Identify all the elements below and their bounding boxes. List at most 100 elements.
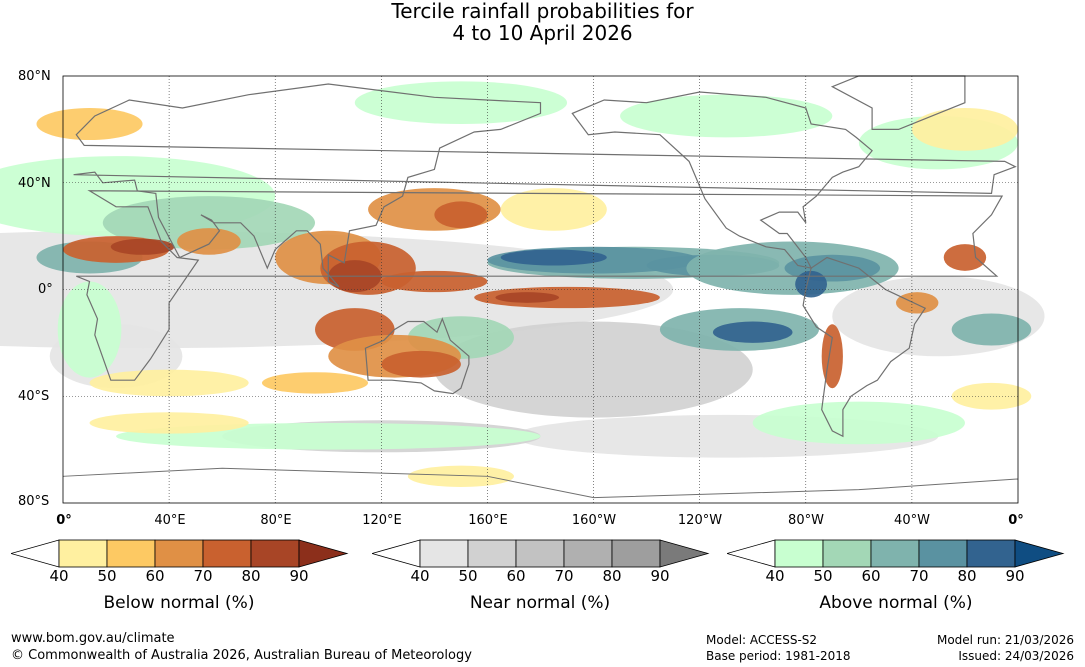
legend-swatch [250,539,300,568]
legend-arrow-high [298,539,349,568]
legend-swatch [467,539,517,568]
probability-area-below [36,108,143,141]
legend-bar-above [727,539,1067,569]
legend-swatch [563,539,613,568]
probability-area-above [795,270,827,298]
coastline-north-america [571,91,873,269]
legend-tick-label: 70 [193,567,213,585]
legend-swatch [870,539,920,568]
legend-tick-label: 80 [602,567,622,585]
lon-label-120e: 120°E [362,513,402,528]
probability-area-above [752,401,965,445]
lat-label-40n: 40°N [18,176,51,191]
coastline-south-america [802,256,927,438]
probability-area-below [89,412,249,434]
footer-model-run: Model run: 21/03/2026 [936,633,1074,647]
legend-tick-label: 60 [506,567,526,585]
legend-bar-below [11,539,351,569]
probability-area-above [354,81,568,125]
map-frame [62,75,1019,504]
probability-area-above [57,281,122,378]
legend-title-above: Above normal (%) [819,593,973,613]
legend-tick-label: 80 [957,567,977,585]
legend-swatch [106,539,156,568]
probability-area-below [177,228,241,255]
lat-label-equator: 0° [38,282,53,297]
footer-base-period: Base period: 1981-2018 [706,649,851,663]
probability-area-above [620,94,833,138]
probability-area-below [381,270,488,293]
legend-arrow-low [11,539,60,568]
legend-swatch [202,539,252,568]
probability-area-above [712,321,793,343]
legend-arrow-low [727,539,776,568]
legend-tick-label: 70 [554,567,574,585]
map-title-line2: 4 to 10 April 2026 [452,21,633,45]
legend-tick-label: 40 [765,567,785,585]
probability-area-below [500,188,607,231]
legend-swatch [58,539,108,568]
footer-website: www.bom.gov.au/climate [11,631,175,646]
legend-tick-label: 60 [861,567,881,585]
lon-label-120w: 120°W [677,513,723,528]
probability-area-below [407,465,514,487]
coastline-australia [364,317,470,395]
legend-tick-label: 90 [1005,567,1025,585]
probability-area-below [495,292,560,303]
lon-label-0-east: 0° [1008,513,1024,528]
legend-tick-label: 50 [458,567,478,585]
lon-label-80e: 80°E [260,513,292,528]
probability-area-above [951,313,1032,346]
legend-tick-label: 50 [97,567,117,585]
probability-area-above [102,196,316,250]
coastline-africa [76,190,1004,381]
footer-issued: Issued: 24/03/2026 [958,649,1074,663]
probability-fields [0,81,1045,487]
lon-label-160e: 160°E [468,513,508,528]
legend-bar-near [372,539,712,569]
probability-area-above [500,249,607,266]
probability-area-below [434,201,488,229]
probability-area-below [474,286,660,309]
legend-tick-label: 50 [813,567,833,585]
legend-swatch [515,539,565,568]
legend-swatch [419,539,469,568]
lon-label-80w: 80°W [788,513,824,528]
lat-label-80s: 80°S [18,494,50,509]
legend-arrow-low [372,539,421,568]
lon-label-0-west: 0° [56,513,72,528]
lat-label-80n: 80°N [18,69,51,84]
lat-label-40s: 40°S [18,389,50,404]
legend-arrow-high [659,539,710,568]
legend-tick-label: 90 [289,567,309,585]
probability-area-below [261,372,369,394]
legend-tick-label: 40 [410,567,430,585]
legend-arrow-high [1014,539,1065,568]
coastlines [62,75,1019,499]
legend-title-below: Below normal (%) [103,593,255,613]
probability-area-below [943,244,987,271]
legend-title-near: Near normal (%) [469,593,611,613]
legend-tick-label: 70 [909,567,929,585]
probability-area-below [911,108,1018,151]
coastline-antarctica [62,467,1019,499]
probability-area-below [110,238,175,255]
legend-swatch [822,539,872,568]
lon-label-40w: 40°W [894,513,930,528]
probability-area-below [951,382,1032,410]
probability-area-below [381,350,461,378]
rainfall-probability-map [0,75,1045,504]
graticule [63,76,1018,503]
footer-model: Model: ACCESS-S2 [706,633,818,647]
map-title-line1: Tercile rainfall probabilities for [391,0,694,23]
legend-swatch [966,539,1016,568]
legend-tick-label: 90 [650,567,670,585]
legend-swatch [774,539,824,568]
probability-area-below [821,324,843,389]
lon-label-160w: 160°W [571,513,617,528]
legend-swatch [154,539,204,568]
legend-tick-label: 60 [145,567,165,585]
legend-tick-label: 40 [49,567,69,585]
probability-area-below [895,292,939,314]
legend-tick-label: 80 [241,567,261,585]
